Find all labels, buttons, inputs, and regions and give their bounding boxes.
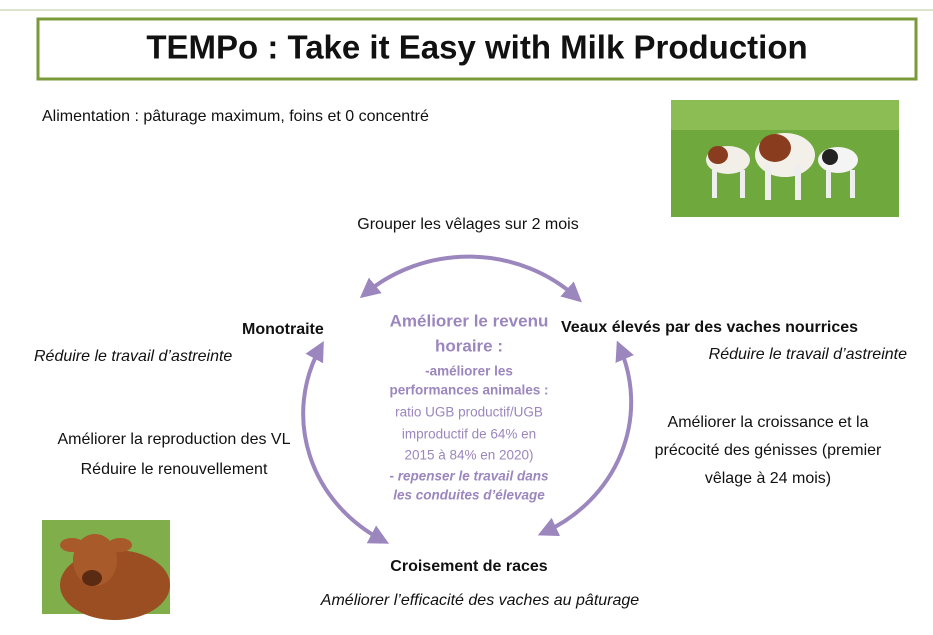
center-point: - repenser le travail dans	[389, 469, 549, 484]
arrow	[545, 348, 631, 532]
right-line: précocité des génisses (premier	[655, 442, 882, 459]
arrow	[303, 348, 382, 540]
right-subtitle: Réduire le travail d’astreinte	[709, 346, 907, 363]
photo-calf	[42, 520, 170, 620]
center-point: -améliorer les	[425, 364, 513, 379]
left-line: Réduire le renouvellement	[81, 461, 268, 478]
center-text: Améliorer le revenu horaire : -améliorer…	[389, 311, 549, 502]
right-title: Veaux élevés par des vaches nourrices	[561, 319, 858, 336]
center-detail: 2015 à 84% en 2020)	[404, 448, 533, 463]
center-title: Améliorer le revenu	[390, 311, 549, 330]
bottom-title: Croisement de races	[390, 558, 548, 575]
center-point: performances animales :	[389, 383, 548, 398]
slide: TEMPo : Take it Easy with Milk Productio…	[0, 0, 933, 635]
left-title: Monotraite	[242, 321, 324, 338]
arrow	[366, 257, 576, 297]
right-line: vêlage à 24 mois)	[705, 470, 831, 487]
intro: Alimentation : pâturage maximum, foins e…	[42, 108, 429, 125]
left-subtitle: Réduire le travail d’astreinte	[34, 348, 232, 365]
center-detail: ratio UGB productif/UGB	[395, 405, 543, 420]
bottom-subtitle: Améliorer l’efficacité des vaches au pât…	[320, 592, 639, 609]
right-line: Améliorer la croissance et la	[668, 414, 869, 431]
title: TEMPo : Take it Easy with Milk Productio…	[146, 29, 807, 66]
top-label: Grouper les vêlages sur 2 mois	[357, 216, 578, 233]
center-title: horaire :	[435, 336, 503, 355]
photo-cows	[671, 100, 899, 217]
center-point: les conduites d’élevage	[393, 488, 545, 503]
center-detail: improductif de 64% en	[402, 427, 536, 442]
left-line: Améliorer la reproduction des VL	[57, 431, 290, 448]
